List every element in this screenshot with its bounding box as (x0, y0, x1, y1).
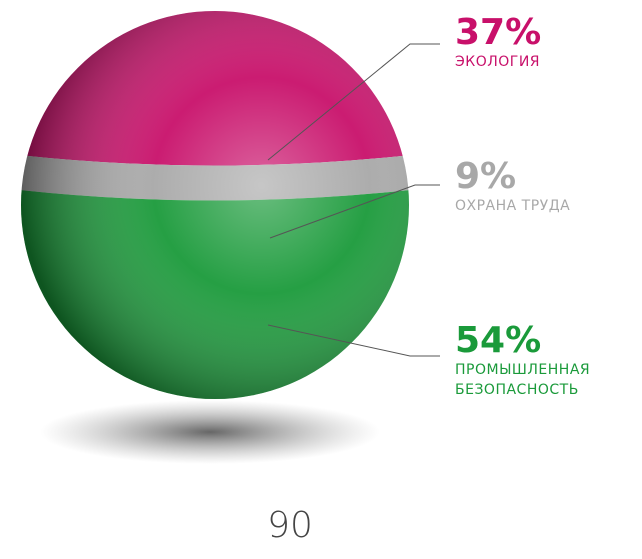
value-label: 54% (455, 322, 635, 360)
page-number: 90 (0, 505, 580, 546)
label: 9%ОХРАНА ТРУДА (455, 158, 635, 216)
label: 37%ЭКОЛОГИЯ (455, 14, 635, 72)
category-label: ОХРАНА ТРУДА (455, 196, 575, 216)
label: 54%ПРОМЫШЛЕННАЯ БЕЗОПАСНОСТЬ (455, 322, 635, 400)
value-label: 37% (455, 14, 635, 52)
shadow (40, 400, 380, 464)
value-label: 9% (455, 158, 635, 196)
chart (0, 0, 642, 559)
category-label: ЭКОЛОГИЯ (455, 52, 635, 72)
sphere-shading (21, 11, 409, 399)
infographic: 37%ЭКОЛОГИЯ 9%ОХРАНА ТРУДА 54%ПРОМЫШЛЕННАЯ… (0, 0, 642, 559)
category-label: ПРОМЫШЛЕННАЯ БЕЗОПАСНОСТЬ (455, 360, 575, 400)
